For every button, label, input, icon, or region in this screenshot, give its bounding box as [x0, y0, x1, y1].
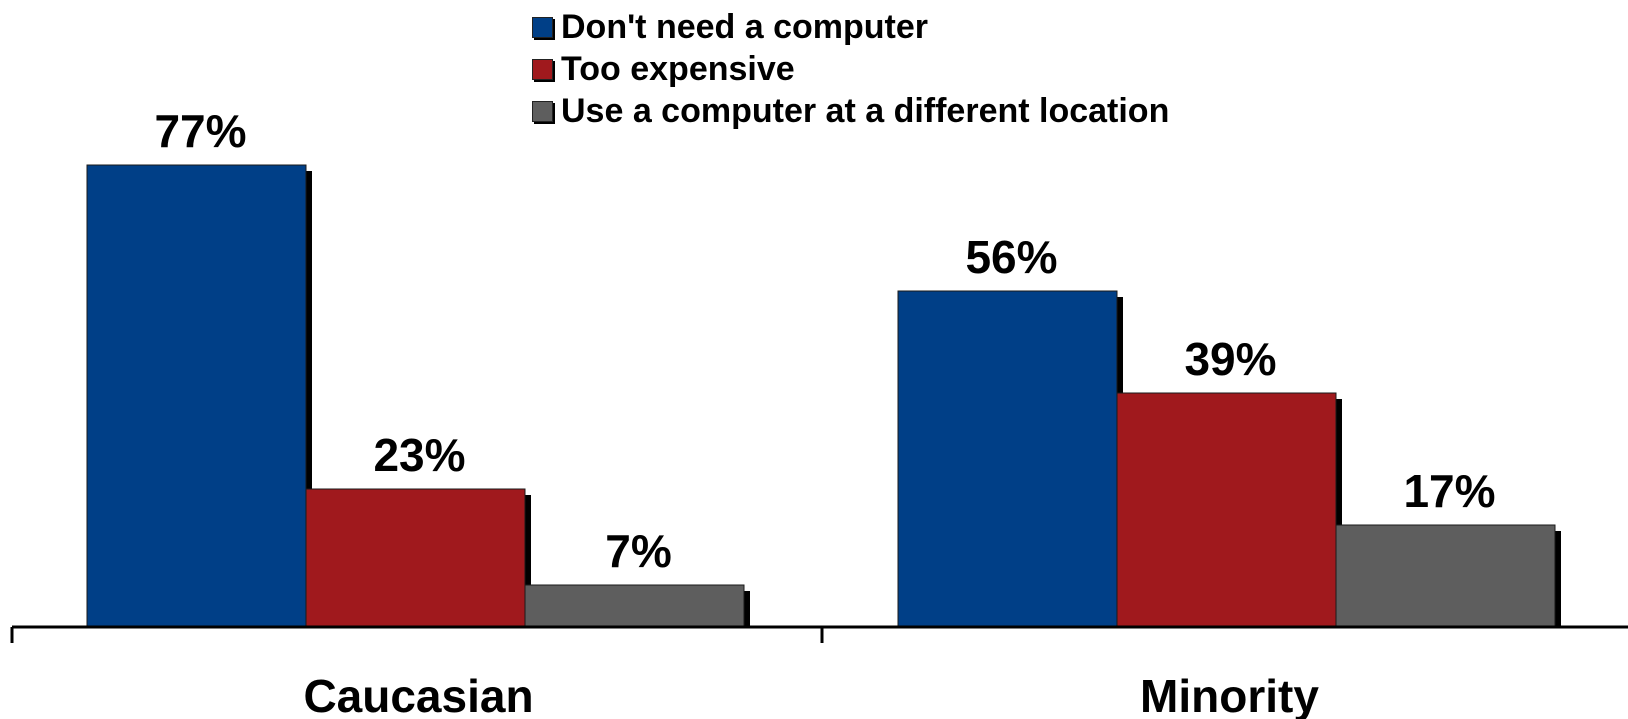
legend-label-too-expensive: Too expensive — [561, 49, 795, 88]
data-label-minority-different-location: 17% — [1403, 465, 1495, 517]
bar-caucasian-dont-need — [86, 164, 307, 628]
category-label-caucasian: Caucasian — [303, 670, 533, 719]
legend-swatch-too-expensive — [532, 58, 553, 80]
data-label-minority-dont-need: 56% — [965, 231, 1057, 283]
legend-swatch-dont-need — [532, 16, 553, 38]
data-label-minority-too-expensive: 39% — [1184, 333, 1276, 385]
data-label-caucasian-too-expensive: 23% — [373, 429, 465, 481]
legend-item-dont-need: Don't need a computer — [532, 6, 1169, 48]
legend-item-too-expensive: Too expensive — [532, 48, 1169, 90]
data-label-caucasian-dont-need: 77% — [154, 105, 246, 157]
bar-minority-different-location — [1335, 524, 1556, 628]
x-axis — [10, 625, 1628, 643]
bar-caucasian-different-location — [524, 584, 745, 628]
legend-item-different-location: Use a computer at a different location — [532, 90, 1169, 132]
bars-layer — [86, 164, 1561, 628]
bar-minority-dont-need — [897, 290, 1118, 628]
bar-caucasian-too-expensive — [305, 488, 526, 628]
category-label-minority: Minority — [1140, 670, 1319, 719]
bar-minority-too-expensive — [1116, 392, 1337, 628]
labels-layer: 77% 23% 7% Caucasian 56% 39% 17% Minority — [154, 105, 1495, 719]
data-label-caucasian-different-location: 7% — [605, 525, 671, 577]
legend-label-dont-need: Don't need a computer — [561, 7, 929, 46]
legend-swatch-different-location — [532, 100, 553, 122]
chart-legend: Don't need a computer Too expensive Use … — [532, 6, 1169, 132]
legend-label-different-location: Use a computer at a different location — [561, 91, 1170, 130]
